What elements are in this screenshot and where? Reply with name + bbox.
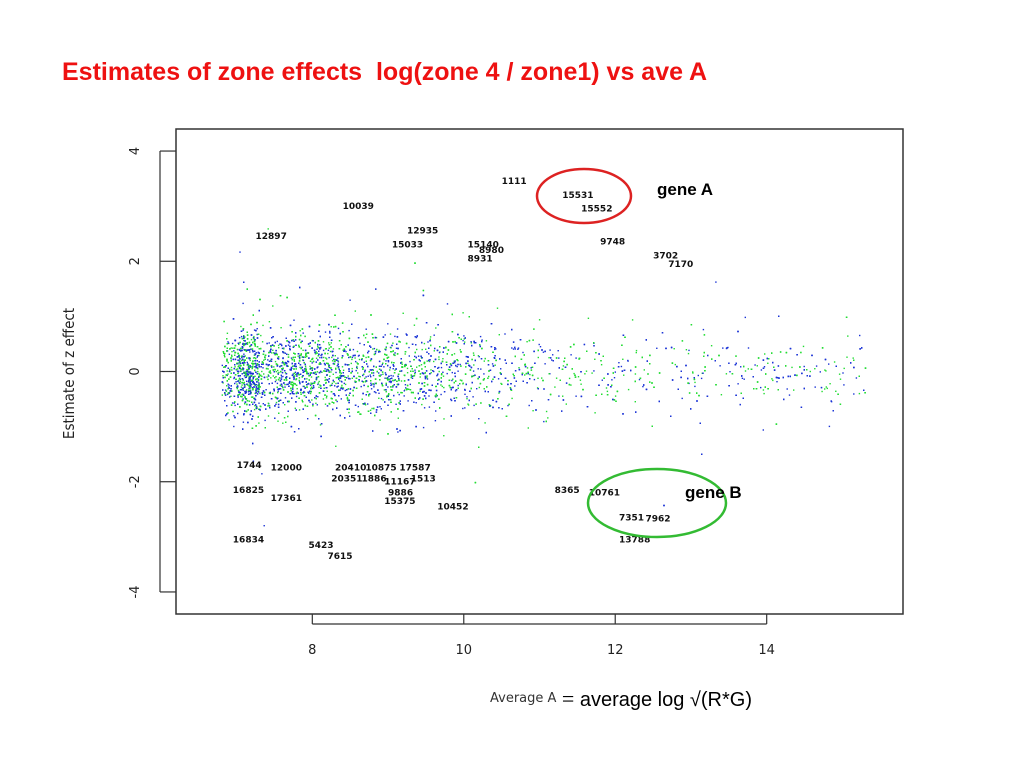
y-tick-label: -4 — [128, 585, 143, 598]
point-label: 1886 — [362, 475, 387, 485]
gene-a-circle — [535, 167, 633, 225]
point-label: 9748 — [600, 238, 625, 248]
point-label: 11167 — [384, 477, 415, 487]
gene-a-label: gene A — [657, 180, 713, 199]
point-label: 10039 — [343, 202, 374, 212]
point-label: 10875 — [365, 464, 396, 474]
x-tick-label: 10 — [455, 643, 472, 658]
y-tick-label: 2 — [128, 257, 143, 265]
y-tick-label: 4 — [128, 147, 143, 155]
point-label: 9886 — [388, 489, 413, 499]
x-axis-title: Average A — [490, 691, 557, 706]
x-tick-label: 12 — [607, 643, 624, 658]
point-label: 10761 — [589, 489, 620, 499]
point-label: 15552 — [581, 205, 612, 215]
point-label: 12000 — [271, 464, 302, 474]
point-label: 20410 — [335, 464, 366, 474]
point-label: 12935 — [407, 227, 438, 237]
point-label: 15375 — [384, 497, 415, 507]
x-axis-definition: average log √(R*G) — [579, 689, 753, 711]
point-label: 1744 — [237, 461, 262, 471]
point-label: 3702 — [653, 252, 678, 262]
point-label: 15033 — [392, 240, 423, 250]
x-axis-footnote: Average A = average log √(R*G) — [490, 686, 752, 712]
x-tick-label: 14 — [758, 643, 775, 658]
point-label: 12897 — [256, 232, 287, 242]
slide-title: Estimates of zone effects log(zone 4 / z… — [62, 58, 708, 86]
point-label: 10452 — [437, 502, 468, 512]
point-label: 15140 — [468, 240, 499, 250]
point-label: 13788 — [619, 535, 650, 545]
point-label: 17587 — [399, 464, 430, 474]
point-label: 5423 — [309, 541, 334, 551]
point-label: 17361 — [271, 494, 302, 504]
gene-b-circle — [586, 467, 728, 539]
point-label: 8365 — [555, 486, 580, 496]
point-label: 8931 — [468, 254, 493, 264]
y-tick-label: -2 — [128, 475, 143, 488]
point-label: 7170 — [668, 260, 693, 270]
point-label: 16834 — [233, 535, 264, 545]
point-label: 16825 — [233, 486, 264, 496]
point-label: 7615 — [327, 552, 352, 562]
y-tick-label: 0 — [128, 367, 143, 375]
point-label: 7351 — [619, 513, 644, 523]
y-axis-title: Estimate of z effect — [60, 308, 78, 439]
point-label: 15531 — [562, 191, 593, 201]
point-cloud — [221, 228, 867, 527]
point-label: 1513 — [411, 475, 436, 485]
point-label: 20351 — [331, 475, 362, 485]
point-label: 7962 — [646, 514, 671, 524]
point-label: 1111 — [502, 177, 527, 187]
point-label: 8980 — [479, 246, 504, 256]
equals-sign: = — [556, 686, 580, 711]
gene-b-label: gene B — [685, 483, 742, 502]
x-tick-label: 8 — [308, 643, 316, 658]
